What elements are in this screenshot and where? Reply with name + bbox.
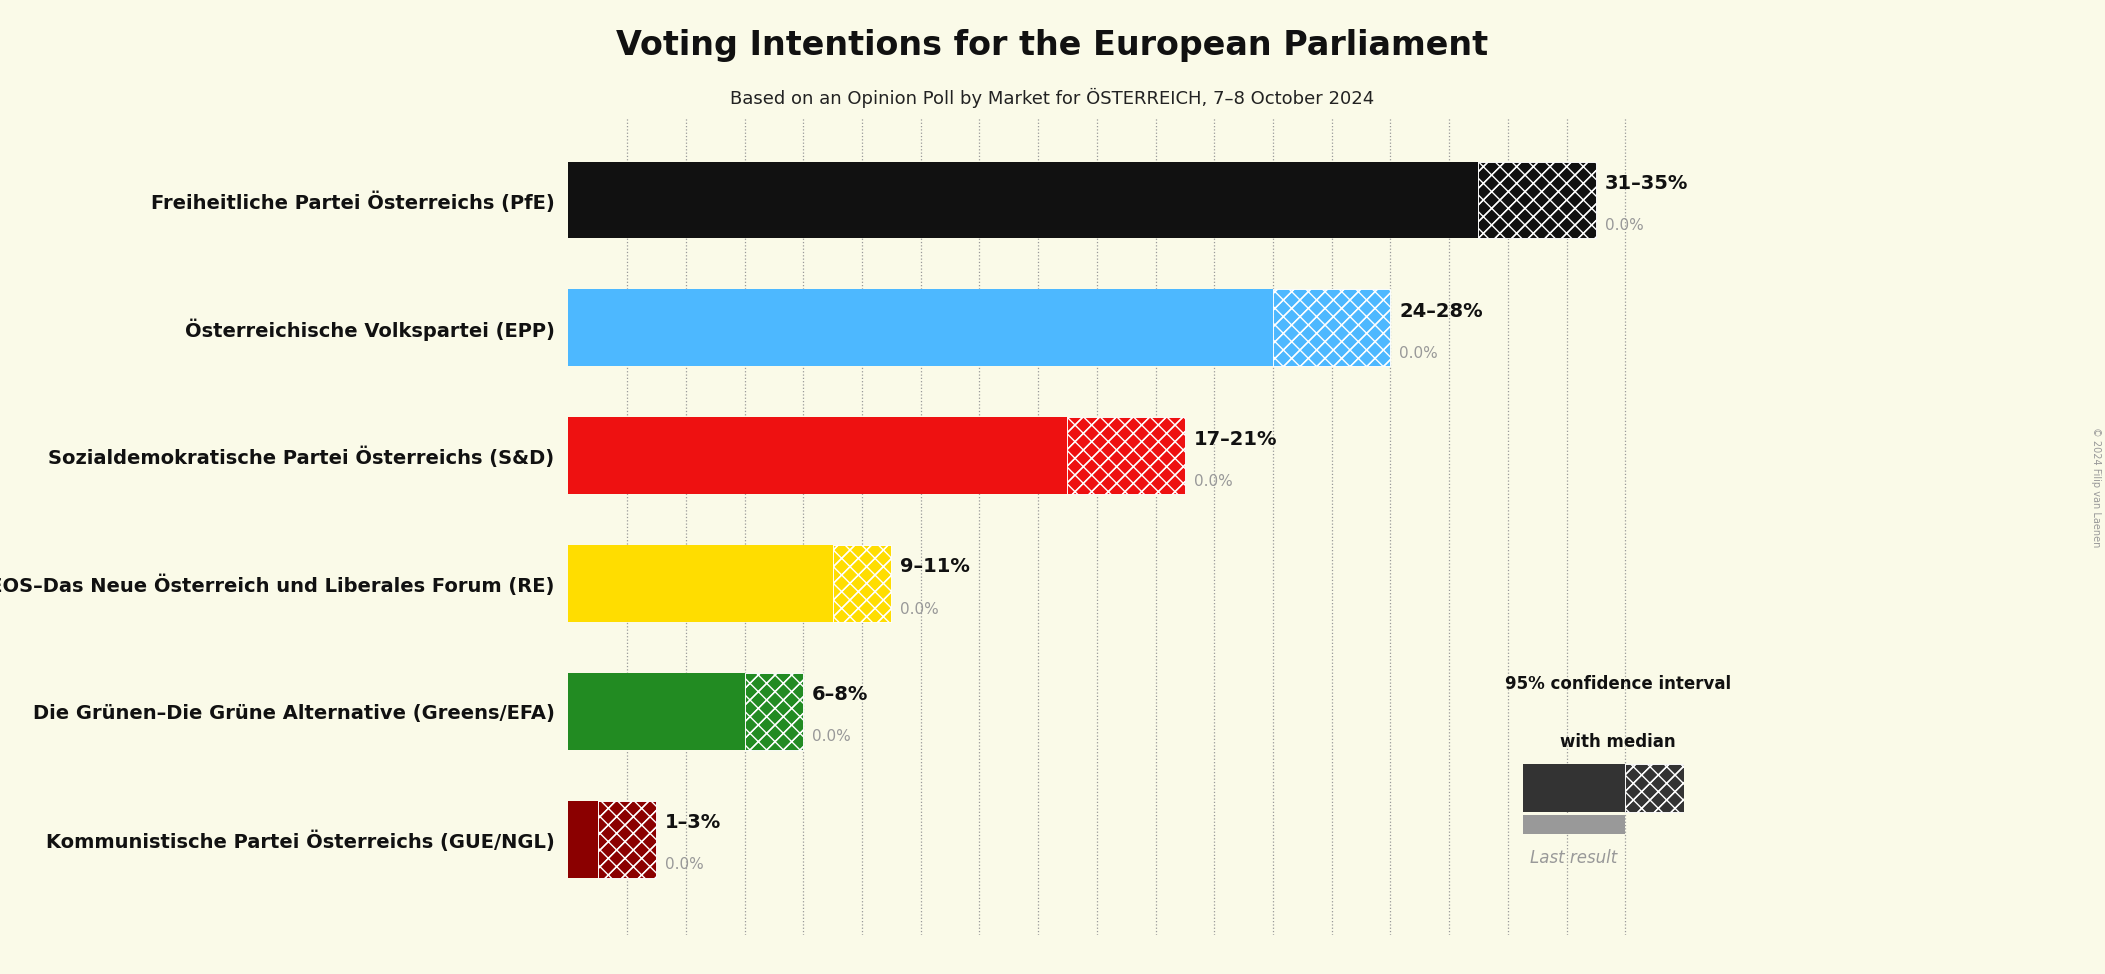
Text: 17–21%: 17–21% bbox=[1194, 430, 1278, 449]
Bar bbox=[1067, 417, 1185, 494]
Text: 6–8%: 6–8% bbox=[813, 685, 869, 704]
Bar bbox=[1067, 417, 1185, 494]
Text: 9–11%: 9–11% bbox=[901, 557, 970, 577]
Bar bbox=[568, 801, 598, 878]
Bar bbox=[1274, 289, 1391, 366]
Bar bbox=[1625, 764, 1713, 812]
Bar bbox=[568, 162, 1478, 239]
Bar bbox=[834, 545, 890, 621]
Bar bbox=[834, 545, 890, 621]
Text: 0.0%: 0.0% bbox=[665, 857, 703, 873]
Text: Based on an Opinion Poll by Market for ÖSTERREICH, 7–8 October 2024: Based on an Opinion Poll by Market for Ö… bbox=[730, 88, 1375, 108]
Bar bbox=[568, 417, 1067, 494]
Bar bbox=[1522, 764, 1625, 812]
Bar bbox=[598, 801, 657, 878]
Text: Voting Intentions for the European Parliament: Voting Intentions for the European Parli… bbox=[617, 29, 1488, 62]
Text: 0.0%: 0.0% bbox=[1400, 346, 1438, 361]
Text: 0.0%: 0.0% bbox=[1604, 218, 1644, 233]
Bar bbox=[745, 673, 804, 750]
Bar bbox=[598, 801, 657, 878]
Text: 0.0%: 0.0% bbox=[813, 730, 850, 744]
Bar bbox=[1478, 162, 1596, 239]
Text: 95% confidence interval: 95% confidence interval bbox=[1505, 675, 1730, 693]
Text: with median: with median bbox=[1560, 733, 1676, 751]
Bar bbox=[568, 289, 1274, 366]
Bar bbox=[1274, 289, 1391, 366]
Bar bbox=[1478, 162, 1596, 239]
Text: 1–3%: 1–3% bbox=[665, 813, 722, 832]
Bar bbox=[745, 673, 804, 750]
Text: Last result: Last result bbox=[1530, 848, 1617, 867]
Text: 24–28%: 24–28% bbox=[1400, 302, 1482, 320]
Bar bbox=[568, 545, 834, 621]
Text: 0.0%: 0.0% bbox=[901, 602, 939, 617]
Bar bbox=[1522, 815, 1625, 834]
Bar bbox=[1625, 764, 1713, 812]
Text: 0.0%: 0.0% bbox=[1194, 473, 1231, 489]
Text: 31–35%: 31–35% bbox=[1604, 173, 1688, 193]
Text: © 2024 Filip van Laenen: © 2024 Filip van Laenen bbox=[2090, 427, 2101, 547]
Bar bbox=[568, 673, 745, 750]
